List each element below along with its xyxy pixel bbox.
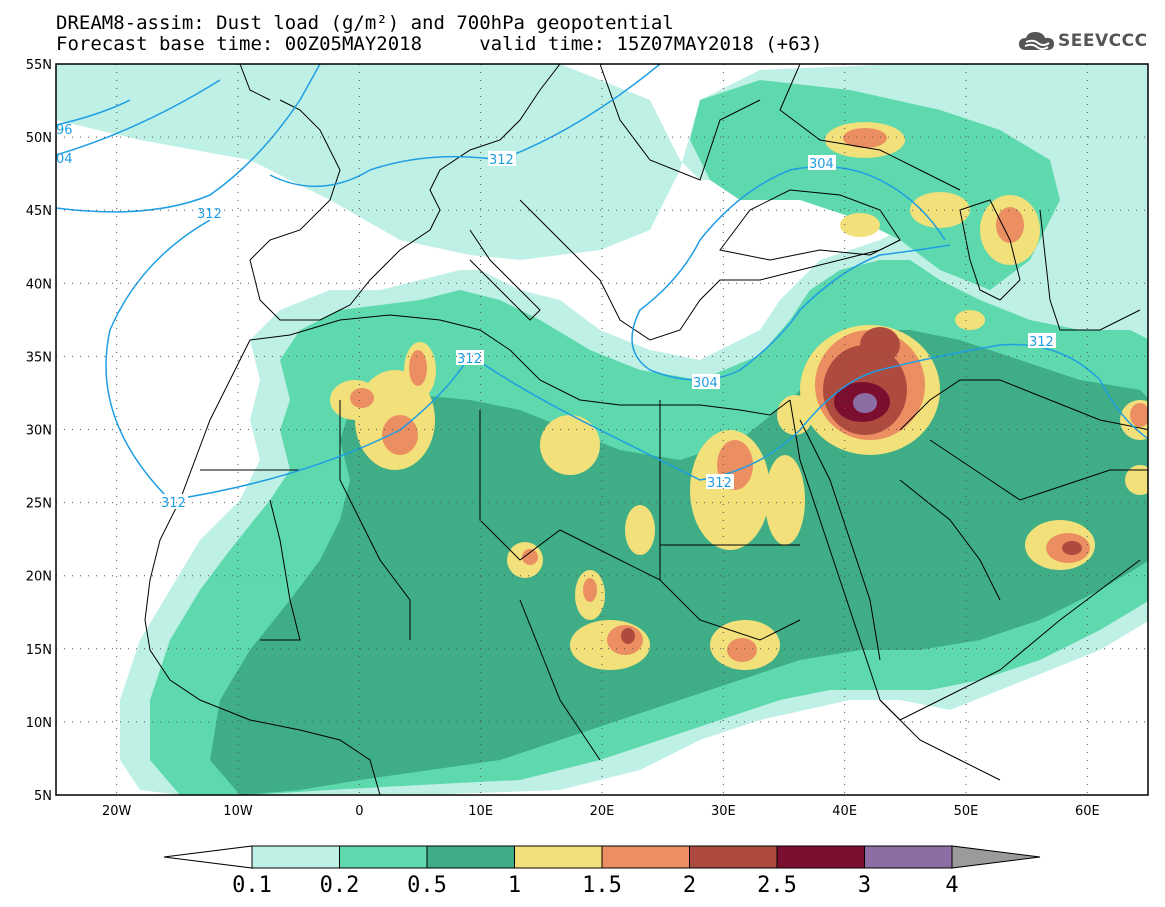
- lat-axis: 55N 50N 45N 40N 35N 30N 25N 20N 15N 10N 5N: [26, 58, 52, 804]
- colorbar-box: [251, 845, 340, 869]
- lat-tick-label: 5N: [34, 789, 52, 804]
- dust-level-3: [853, 393, 877, 413]
- cloud-icon: [1019, 32, 1054, 50]
- lat-tick-label: 40N: [26, 277, 52, 292]
- logo-text: SEEVCCC: [1058, 31, 1148, 51]
- contour-label: 312: [197, 207, 222, 222]
- lon-tick-label: 20E: [590, 804, 615, 819]
- lat-tick-label: 50N: [26, 131, 52, 146]
- lon-tick-label: 60E: [1075, 804, 1100, 819]
- contour-label: 312: [457, 352, 482, 367]
- contour-label-group: 96 04 312 312 304 312 304 312 312 312: [56, 123, 1056, 511]
- colorbar-box: [514, 845, 603, 869]
- colorbar-under-triangle: [163, 845, 253, 869]
- seevccc-logo: SEEVCCC: [1018, 30, 1158, 56]
- colorbar-box: [339, 845, 428, 869]
- lon-tick-label: 0: [355, 804, 363, 819]
- lon-axis: 20W 10W 0 10E 20E 30E 40E 50E 60E: [102, 804, 1100, 819]
- contour-label: 304: [809, 157, 834, 172]
- colorbar-level-label: 1: [508, 873, 521, 898]
- contour-label: 312: [489, 153, 514, 168]
- lon-tick-label: 20W: [102, 804, 132, 819]
- contour-label: 312: [707, 476, 732, 491]
- contour-label: 96: [56, 123, 73, 138]
- lon-tick-label: 30E: [711, 804, 736, 819]
- colorbar-box: [776, 845, 865, 869]
- coastlines: [144, 64, 1148, 795]
- colorbar-box: [601, 845, 690, 869]
- contour-label: 312: [1029, 335, 1054, 350]
- colorbar-level-label: 2.5: [757, 873, 797, 898]
- colorbar: 0.1 0.2 0.5 1 1.5 2 2.5 3 4: [163, 845, 1041, 898]
- colorbar-level-label: 3: [858, 873, 871, 898]
- colorbar-box: [864, 845, 953, 869]
- lat-tick-label: 30N: [26, 424, 52, 439]
- dust-level-0.5: [210, 330, 1148, 795]
- colorbar-level-label: 0.1: [232, 873, 272, 898]
- contour-label: 304: [693, 376, 718, 391]
- lat-tick-label: 15N: [26, 643, 52, 658]
- lat-tick-label: 20N: [26, 570, 52, 585]
- lat-tick-label: 25N: [26, 497, 52, 512]
- colorbar-box: [426, 845, 515, 869]
- lat-tick-label: 45N: [26, 204, 52, 219]
- lat-tick-label: 55N: [26, 58, 52, 73]
- lon-tick-label: 40E: [832, 804, 857, 819]
- colorbar-level-label: 4: [945, 873, 958, 898]
- chart-title: DREAM8-assim: Dust load (g/m²) and 700hP…: [56, 12, 674, 34]
- contour-label: 04: [56, 152, 73, 167]
- colorbar-level-label: 2: [683, 873, 696, 898]
- lat-tick-label: 10N: [26, 716, 52, 731]
- dust-field: [56, 64, 1148, 795]
- colorbar-box: [689, 845, 778, 869]
- colorbar-level-label: 0.2: [320, 873, 360, 898]
- colorbar-level-label: 0.5: [407, 873, 447, 898]
- map-frame: [55, 63, 1149, 796]
- lon-tick-label: 10W: [223, 804, 253, 819]
- colorbar-level-label: 1.5: [582, 873, 622, 898]
- chart-subtitle: Forecast base time: 00Z05MAY2018 valid t…: [56, 33, 823, 55]
- lon-tick-label: 10E: [468, 804, 493, 819]
- lat-tick-label: 35N: [26, 350, 52, 365]
- colorbar-over-triangle: [951, 845, 1041, 869]
- lon-tick-label: 50E: [954, 804, 979, 819]
- contour-label: 312: [161, 496, 186, 511]
